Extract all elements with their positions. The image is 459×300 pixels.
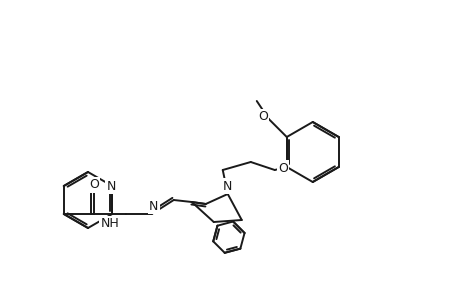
Text: N: N — [223, 179, 232, 193]
Text: O: O — [277, 161, 287, 175]
Text: N: N — [106, 179, 116, 193]
Text: O: O — [257, 110, 267, 124]
Text: O: O — [89, 178, 99, 191]
Text: N: N — [149, 200, 158, 212]
Text: NH: NH — [100, 218, 119, 230]
